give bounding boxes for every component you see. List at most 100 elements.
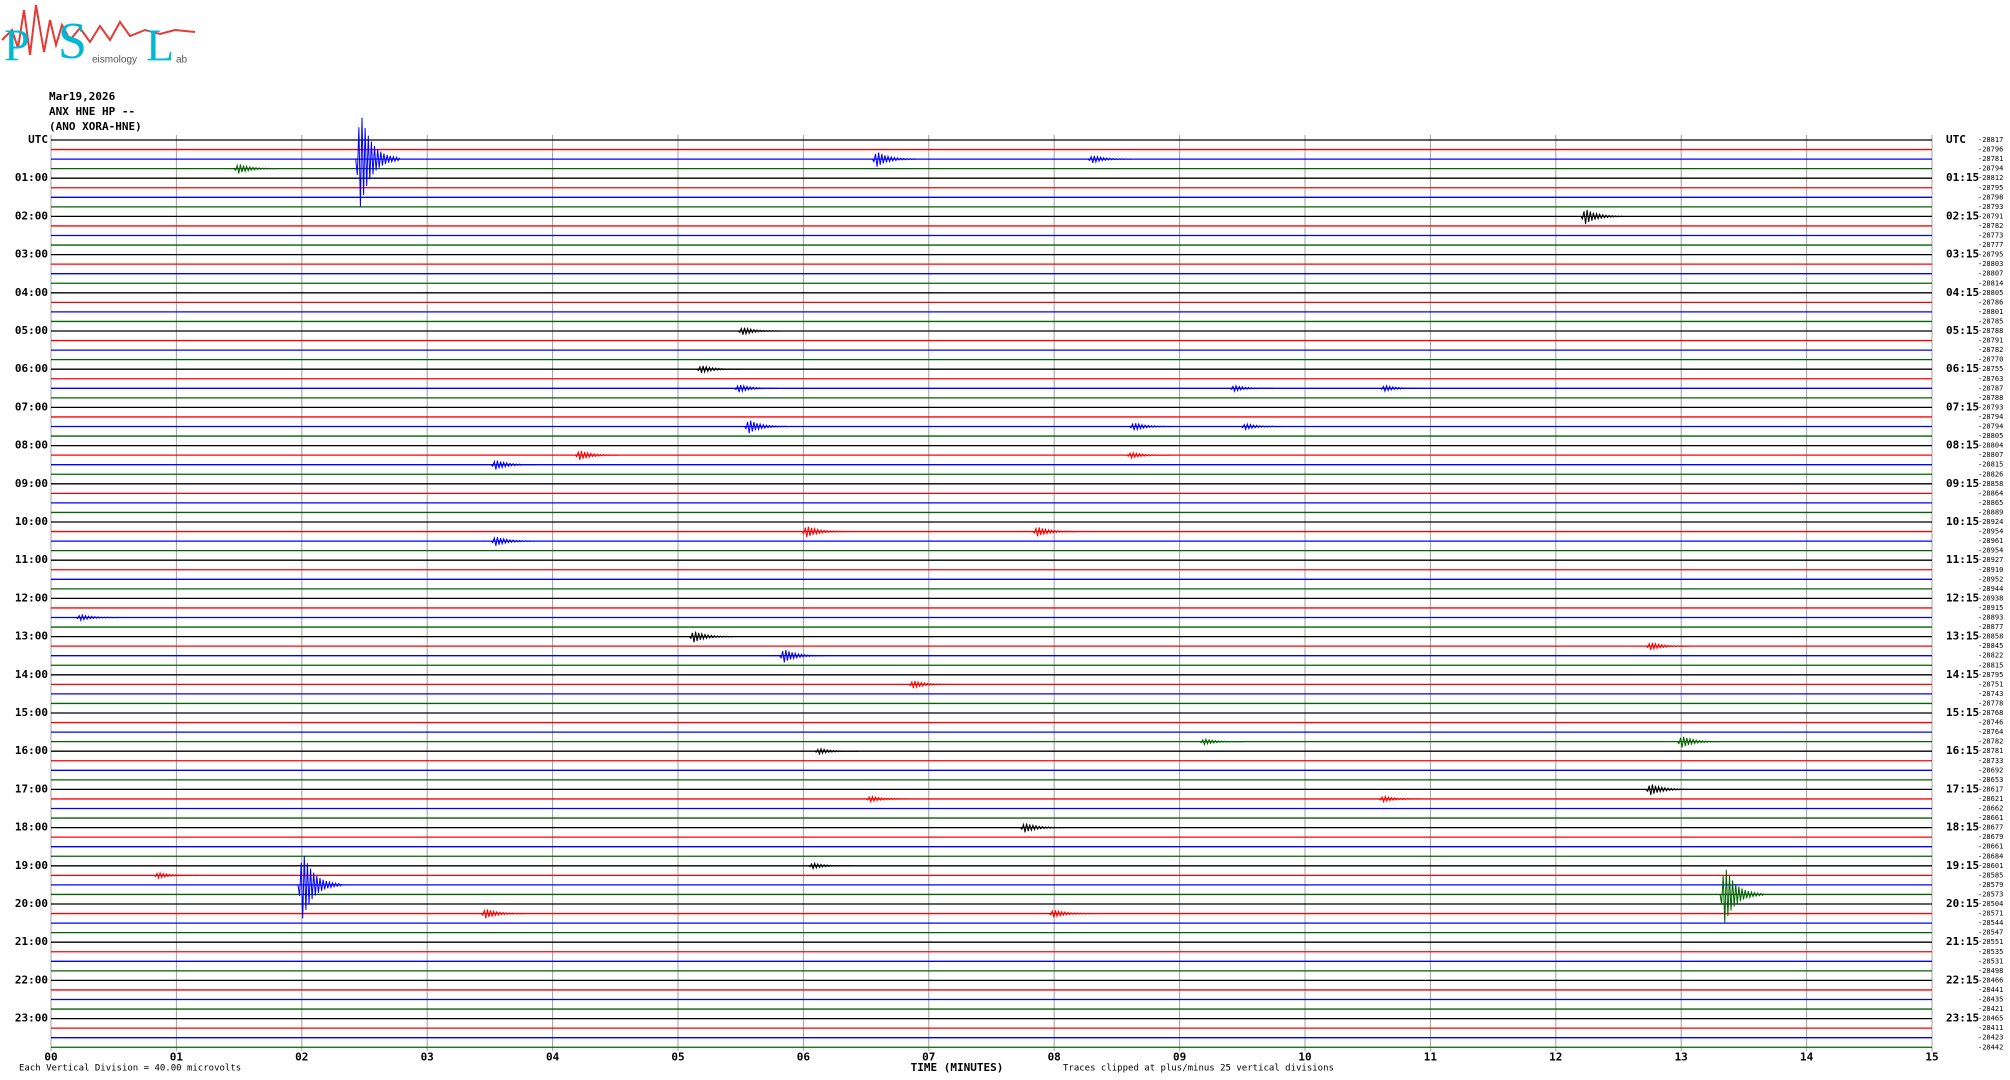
hour-label-left: 14:00 — [15, 668, 48, 681]
trace-offset: -28773 — [1978, 232, 2003, 240]
trace-offset: -28807 — [1978, 451, 2003, 459]
seismic-event — [574, 450, 620, 460]
trace-offset: -28653 — [1978, 776, 2003, 784]
trace-offset: -28504 — [1978, 900, 2003, 908]
hour-label-left: 21:00 — [15, 935, 48, 948]
hour-label-right: 04:15 — [1946, 286, 1979, 299]
hour-label-right: 07:15 — [1946, 400, 1979, 413]
hour-label-right: 18:15 — [1946, 821, 1979, 834]
trace-offset: -28893 — [1978, 614, 2003, 622]
trace-offset: -28954 — [1978, 528, 2003, 536]
x-tick-label: 12 — [1549, 1050, 1562, 1063]
x-tick-label: 00 — [44, 1050, 57, 1063]
trace-offset: -28785 — [1978, 317, 2003, 325]
seismic-event — [1126, 451, 1171, 460]
hour-label-right: 19:15 — [1946, 859, 1979, 872]
seismic-event — [1240, 422, 1285, 432]
trace-offset: -28778 — [1978, 699, 2003, 707]
seismic-event — [1378, 794, 1423, 804]
trace-offset: -28801 — [1978, 308, 2003, 316]
trace-offset: -28795 — [1978, 251, 2003, 259]
trace-offset: -28826 — [1978, 470, 2003, 478]
seismic-event — [480, 908, 526, 919]
hour-label-left: 23:00 — [15, 1012, 48, 1025]
seismic-event — [744, 420, 789, 434]
hour-label-right: 03:15 — [1946, 248, 1979, 261]
seismic-event — [1019, 822, 1065, 833]
trace-offset: -28858 — [1978, 480, 2003, 488]
seismic-event — [1677, 736, 1722, 748]
trace-offset: -28793 — [1978, 403, 2003, 411]
seismic-event — [814, 746, 859, 756]
x-tick-label: 08 — [1048, 1050, 1061, 1063]
trace-offset: -28794 — [1978, 423, 2003, 431]
scale-note: Each Vertical Division = 40.00 microvolt… — [19, 1064, 241, 1074]
trace-offset: -28864 — [1978, 489, 2003, 497]
x-tick-label: 02 — [295, 1050, 308, 1063]
x-tick-label: 07 — [922, 1050, 935, 1063]
seismic-event — [734, 384, 779, 394]
trace-offset: -28679 — [1978, 833, 2003, 841]
seismic-event — [1199, 737, 1244, 747]
trace-offset: -28677 — [1978, 824, 2003, 832]
hour-label-left: 12:00 — [15, 591, 48, 604]
header-line: (ANO XORA-HNE) — [49, 120, 142, 133]
trace-offset: -28763 — [1978, 375, 2003, 383]
hour-label-right: 10:15 — [1946, 515, 1979, 528]
hour-label-right: 16:15 — [1946, 744, 1979, 757]
trace-offset: -28805 — [1978, 432, 2003, 440]
hour-label-left: 20:00 — [15, 897, 48, 910]
logo-text: ab — [176, 55, 188, 66]
trace-offset: -28845 — [1978, 642, 2003, 650]
hour-label-left: 19:00 — [15, 859, 48, 872]
seismic-event — [1229, 384, 1274, 393]
trace-offset: -28751 — [1978, 680, 2003, 688]
hour-label-left: 22:00 — [15, 973, 48, 986]
trace-offset: -28733 — [1978, 757, 2003, 765]
trace-offset: -28794 — [1978, 165, 2003, 173]
hour-label-left: UTC — [28, 133, 48, 146]
seismic-event — [1379, 384, 1425, 393]
trace-offset: -28822 — [1978, 652, 2003, 660]
seismic-event — [153, 871, 198, 880]
hour-label-right: 22:15 — [1946, 973, 1979, 986]
grid — [50, 135, 1933, 1052]
hour-label-left: 05:00 — [15, 324, 48, 337]
trace-offset: -28441 — [1978, 986, 2003, 994]
trace-offset: -28788 — [1978, 394, 2003, 402]
hour-label-right: 02:15 — [1946, 209, 1979, 222]
trace-offset: -28781 — [1978, 155, 2003, 163]
trace-offset: -28938 — [1978, 594, 2003, 602]
seismic-event — [233, 163, 279, 174]
x-tick-label: 14 — [1800, 1050, 1814, 1063]
clip-note: Traces clipped at plus/minus 25 vertical… — [1063, 1064, 1334, 1074]
trace-offset: -28791 — [1978, 337, 2003, 345]
seismic-event — [871, 152, 917, 167]
hour-label-left: 15:00 — [15, 706, 48, 719]
hour-label-right: 06:15 — [1946, 362, 1979, 375]
seismic-event — [490, 459, 536, 470]
hour-label-right: 17:15 — [1946, 782, 1979, 795]
trace-offset: -28423 — [1978, 1034, 2003, 1042]
hour-label-right: 11:15 — [1946, 553, 1979, 566]
hour-label-right: 13:15 — [1946, 630, 1979, 643]
trace-offset: -28770 — [1978, 356, 2003, 364]
x-tick-label: 04 — [546, 1050, 560, 1063]
logo-wave — [1, 4, 196, 56]
trace-offset: -28684 — [1978, 852, 2003, 860]
logo-letter: S — [58, 13, 87, 70]
trace-offset: -28815 — [1978, 461, 2003, 469]
trace-offset: -28465 — [1978, 1015, 2003, 1023]
trace-offset: -28498 — [1978, 967, 2003, 975]
seismic-event — [801, 526, 847, 538]
logo-letter: P — [4, 20, 30, 71]
trace-offset: -28787 — [1978, 384, 2003, 392]
seismic-event — [490, 535, 536, 546]
trace-offset: -28768 — [1978, 709, 2003, 717]
header-line: Mar19,2026 — [49, 90, 116, 103]
trace-offset: -28952 — [1978, 575, 2003, 583]
trace-offset: -28782 — [1978, 738, 2003, 746]
trace-offset: -28782 — [1978, 222, 2003, 230]
seismic-event — [75, 613, 121, 623]
hour-label-left: 02:00 — [15, 209, 48, 222]
